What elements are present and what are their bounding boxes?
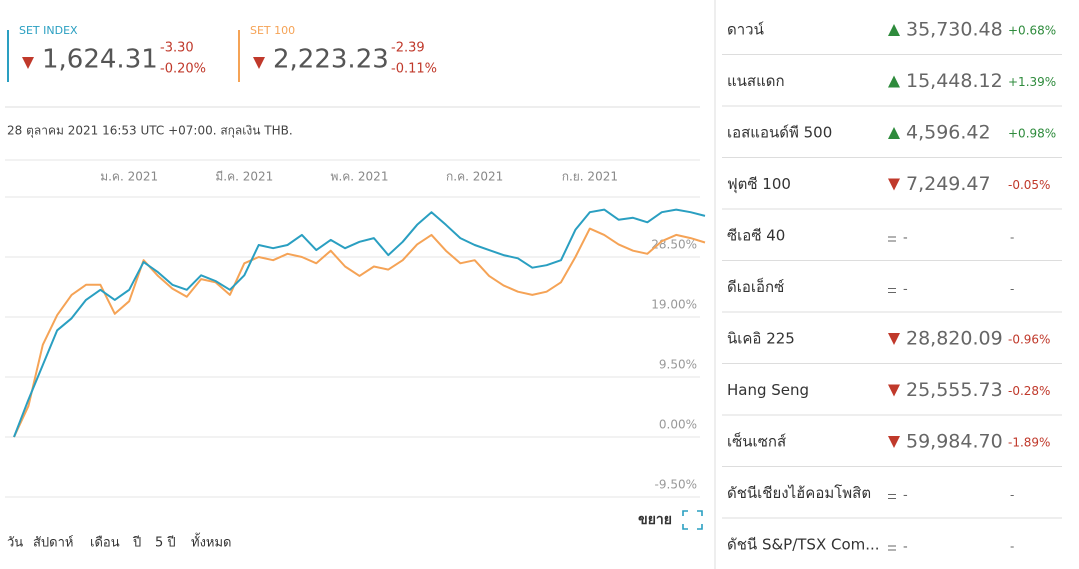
market-name[interactable]: ดาวน์ bbox=[727, 21, 764, 39]
quote-change-pct: -0.20% bbox=[160, 62, 206, 77]
market-change: -1.89% bbox=[1008, 436, 1050, 450]
market-value: 15,448.12 bbox=[906, 70, 1003, 92]
range-button[interactable]: 5 ปี bbox=[155, 535, 176, 551]
market-name[interactable]: นิเคอิ 225 bbox=[727, 330, 795, 348]
market-value: 7,249.47 bbox=[906, 173, 991, 195]
market-value: - bbox=[903, 540, 908, 555]
market-name[interactable]: ดีเอเอ็กซ์ bbox=[727, 277, 784, 296]
market-change: +1.39% bbox=[1008, 75, 1056, 89]
market-value: 25,555.73 bbox=[906, 379, 1003, 401]
down-arrow bbox=[888, 178, 900, 191]
x-tick-label: ก.ค. 2021 bbox=[446, 170, 503, 184]
market-name[interactable]: ฟุตซี 100 bbox=[727, 175, 791, 194]
market-name[interactable]: ดัชนี S&P/TSX Com... bbox=[727, 536, 880, 554]
market-value: - bbox=[903, 282, 908, 297]
market-change: +0.98% bbox=[1008, 127, 1056, 141]
market-name[interactable]: ซีเอซี 40 bbox=[727, 227, 785, 245]
range-button[interactable]: ปี bbox=[132, 535, 141, 551]
y-tick-label: 9.50% bbox=[659, 358, 697, 372]
quote-value: 1,624.31 bbox=[42, 45, 158, 75]
up-arrow bbox=[888, 24, 900, 36]
x-tick-label: ก.ย. 2021 bbox=[562, 170, 618, 184]
market-change: +0.68% bbox=[1008, 24, 1056, 38]
range-button[interactable]: วัน bbox=[7, 536, 23, 551]
quote-change-pct: -0.11% bbox=[391, 62, 437, 77]
market-value: 35,730.48 bbox=[906, 19, 1003, 41]
y-tick-label: 0.00% bbox=[659, 418, 697, 432]
down-arrow bbox=[888, 436, 900, 448]
market-value: 4,596.42 bbox=[906, 122, 991, 144]
range-button[interactable]: ทั้งหมด bbox=[191, 533, 232, 551]
x-tick-label: มี.ค. 2021 bbox=[215, 170, 273, 184]
quote-bar bbox=[7, 30, 9, 82]
x-tick-label: พ.ค. 2021 bbox=[331, 170, 389, 184]
y-tick-label: 19.00% bbox=[651, 298, 697, 312]
down-arrow bbox=[888, 333, 900, 345]
range-button[interactable]: เดือน bbox=[90, 535, 120, 551]
y-tick-label: -9.50% bbox=[655, 478, 697, 492]
market-name[interactable]: ดัชนีเชียงไฮ้คอมโพสิต bbox=[727, 484, 871, 502]
quote-value: 2,223.23 bbox=[273, 45, 389, 75]
down-arrow bbox=[22, 57, 34, 69]
market-change: -0.28% bbox=[1008, 384, 1050, 398]
expand-icon[interactable] bbox=[682, 510, 703, 530]
market-value: 28,820.09 bbox=[906, 328, 1003, 350]
market-name[interactable]: เซ็นเซกส์ bbox=[727, 432, 786, 451]
market-change: -0.05% bbox=[1008, 178, 1050, 192]
down-arrow bbox=[888, 384, 900, 397]
market-change: - bbox=[1010, 231, 1014, 245]
up-arrow bbox=[888, 127, 900, 139]
market-change: - bbox=[1010, 540, 1014, 554]
down-arrow bbox=[253, 57, 265, 69]
range-button[interactable]: สัปดาห์ bbox=[33, 535, 74, 551]
quote-bar bbox=[238, 30, 240, 82]
quote-change: -2.39 bbox=[391, 41, 425, 56]
market-value: 59,984.70 bbox=[906, 431, 1003, 453]
market-value: - bbox=[903, 488, 908, 503]
x-tick-label: ม.ค. 2021 bbox=[100, 170, 158, 184]
market-change: - bbox=[1010, 282, 1014, 296]
quote-name: SET 100 bbox=[250, 24, 295, 37]
up-arrow bbox=[888, 75, 900, 88]
quote-change: -3.30 bbox=[160, 41, 194, 56]
market-name[interactable]: เอสแอนด์พี 500 bbox=[727, 124, 832, 142]
timestamp: 28 ตุลาคม 2021 16:53 UTC +07:00. สกุลเงิ… bbox=[7, 124, 293, 139]
market-name[interactable]: Hang Seng bbox=[727, 381, 809, 399]
market-value: - bbox=[903, 231, 908, 246]
series-line bbox=[13, 227, 706, 438]
series-line bbox=[13, 208, 706, 438]
expand-label[interactable]: ขยาย bbox=[638, 512, 672, 528]
market-change: -0.96% bbox=[1008, 333, 1050, 347]
quote-name: SET INDEX bbox=[19, 24, 78, 37]
market-name[interactable]: แนสแดก bbox=[727, 72, 785, 90]
market-change: - bbox=[1010, 488, 1014, 502]
